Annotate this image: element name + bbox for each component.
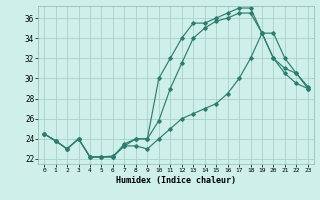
X-axis label: Humidex (Indice chaleur): Humidex (Indice chaleur) xyxy=(116,176,236,185)
